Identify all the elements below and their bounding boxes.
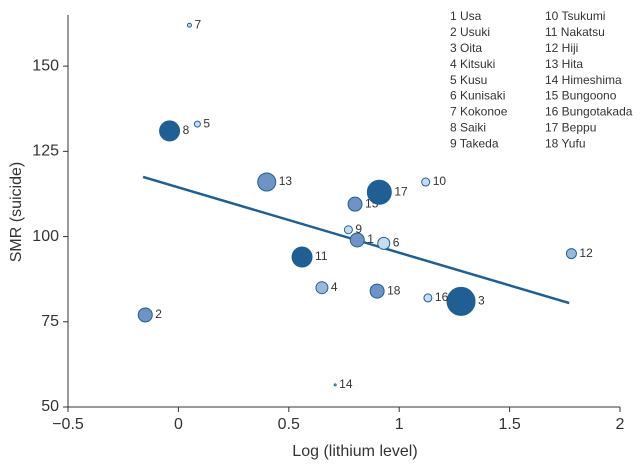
bubble: [565, 248, 577, 260]
bubble: [377, 236, 391, 250]
y-tick-label: 125: [32, 143, 59, 160]
legend-entry: 11 Nakatsu: [545, 25, 605, 39]
bubble: [291, 246, 313, 268]
point-label: 10: [433, 174, 447, 188]
point-label: 2: [155, 307, 162, 321]
bubble: [369, 283, 385, 299]
legend-entry: 8 Saiki: [450, 120, 486, 134]
legend-entry: 2 Usuki: [450, 25, 490, 39]
x-tick-label: 0.5: [278, 416, 300, 433]
legend-entry: 12 Hiji: [545, 41, 578, 55]
point-label: 1: [367, 232, 374, 246]
point-label: 11: [315, 249, 328, 263]
bubble: [159, 120, 181, 142]
bubble: [137, 307, 153, 323]
bubble: [257, 172, 277, 192]
point-label: 18: [387, 283, 401, 297]
legend-entry: 4 Kitsuki: [450, 57, 495, 71]
bubble: [423, 293, 433, 303]
legend-entry: 14 Himeshima: [545, 73, 622, 87]
legend-entry: 17 Beppu: [545, 120, 596, 134]
point-label: 12: [579, 246, 593, 260]
legend-entry: 3 Oita: [450, 41, 482, 55]
legend-entry: 1 Usa: [450, 9, 482, 23]
legend-entry: 10 Tsukumi: [545, 9, 605, 23]
y-tick-label: 75: [41, 313, 59, 330]
point-label: 13: [279, 174, 293, 188]
point-label: 8: [183, 123, 190, 137]
legend-entry: 6 Kunisaki: [450, 89, 505, 103]
bubble: [315, 281, 329, 295]
bubble: [347, 196, 363, 212]
x-tick-label: −0.5: [52, 416, 84, 433]
legend-entry: 9 Takeda: [450, 136, 499, 150]
bubble: [186, 22, 192, 28]
y-tick-label: 150: [32, 57, 59, 74]
bubble: [333, 383, 337, 387]
bubble: [421, 177, 431, 187]
legend-entry: 18 Yufu: [545, 136, 586, 150]
point-label: 9: [355, 222, 362, 236]
y-tick-label: 100: [32, 228, 59, 245]
legend-entry: 16 Bungotakada: [545, 105, 633, 119]
x-tick-label: 2: [616, 416, 625, 433]
x-tick-label: 0: [174, 416, 183, 433]
point-label: 6: [393, 236, 400, 250]
point-label: 16: [435, 290, 449, 304]
point-label: 4: [331, 280, 338, 294]
y-axis-title: SMR (suicide): [8, 162, 25, 262]
legend-entry: 7 Kokonoe: [450, 105, 508, 119]
legend-entry: 5 Kusu: [450, 73, 487, 87]
point-label: 14: [339, 377, 353, 391]
legend-entry: 13 Hita: [545, 57, 583, 71]
point-label: 17: [394, 184, 408, 198]
bubble: [349, 232, 365, 248]
point-label: 5: [203, 116, 210, 130]
bubble: [366, 179, 392, 205]
bubble: [343, 225, 353, 235]
x-axis-title: Log (lithium level): [292, 443, 417, 460]
point-label: 7: [194, 17, 201, 31]
bubble: [446, 286, 476, 316]
x-tick-label: 1: [395, 416, 404, 433]
y-tick-label: 50: [41, 398, 59, 415]
x-tick-label: 1.5: [498, 416, 520, 433]
bubble: [193, 120, 201, 128]
point-label: 3: [478, 294, 485, 308]
legend-entry: 15 Bungoono: [545, 89, 617, 103]
